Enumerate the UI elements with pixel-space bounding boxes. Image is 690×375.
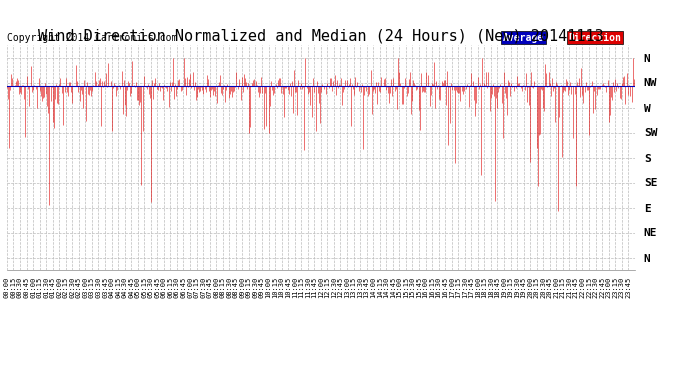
Text: Copyright 2014 Cartronics.com: Copyright 2014 Cartronics.com <box>7 33 177 43</box>
Title: Wind Direction Normalized and Median (24 Hours) (New) 20141113: Wind Direction Normalized and Median (24… <box>38 29 604 44</box>
Text: Direction: Direction <box>569 33 622 43</box>
Text: Average: Average <box>503 33 544 43</box>
